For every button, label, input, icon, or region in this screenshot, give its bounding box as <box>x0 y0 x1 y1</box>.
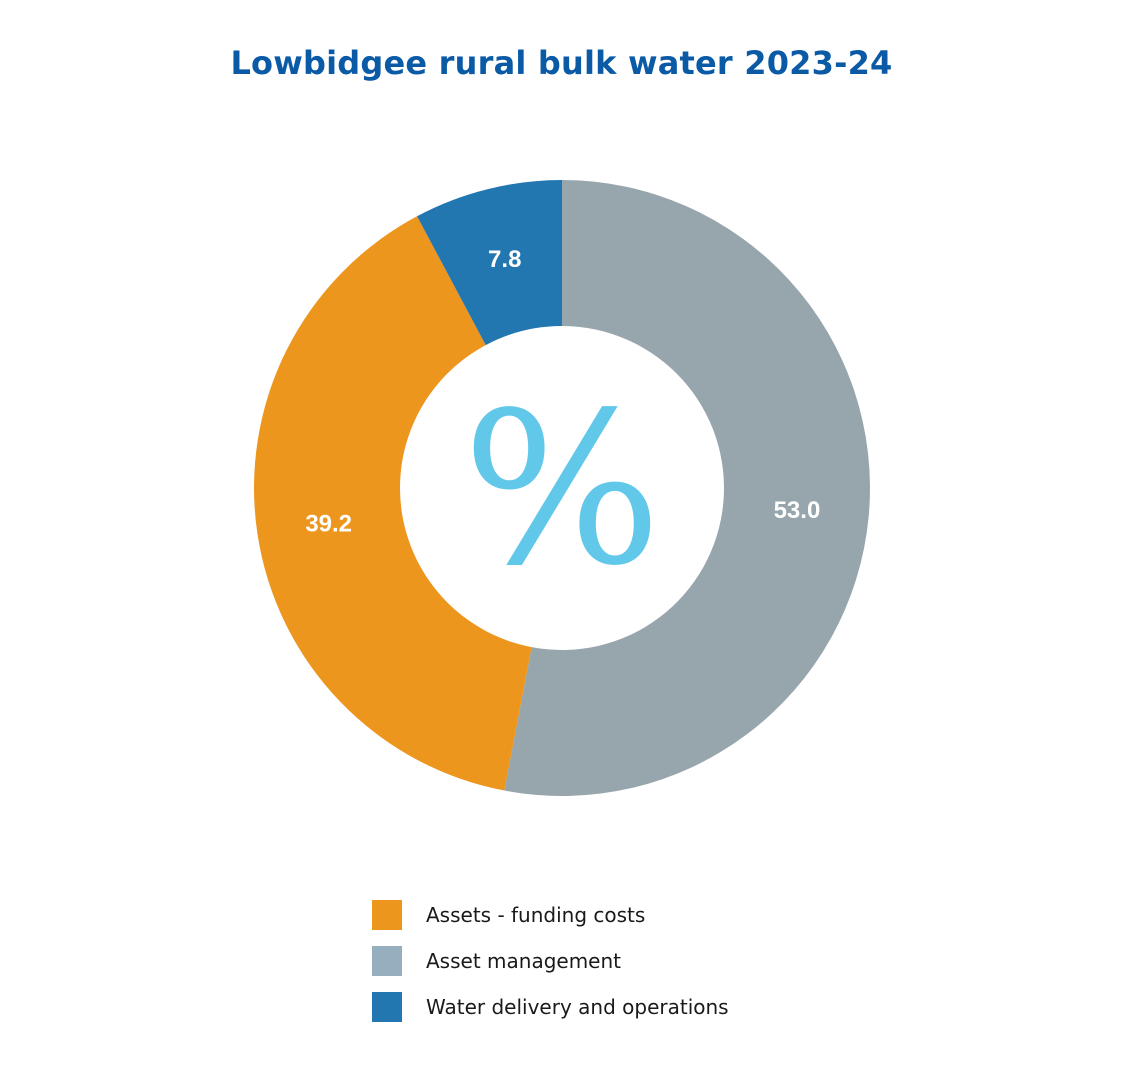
legend-item-water-delivery-and-operations: Water delivery and operations <box>372 992 729 1022</box>
donut-chart: 53.0 39.2 7.8 % <box>254 180 870 796</box>
donut-slice-labels: 53.0 39.2 7.8 <box>305 246 820 537</box>
legend-item-assets-funding-costs: Assets - funding costs <box>372 900 729 930</box>
legend-label: Assets - funding costs <box>426 903 646 927</box>
legend-swatch <box>372 900 402 930</box>
legend-item-asset-management: Asset management <box>372 946 729 976</box>
slice-value-label: 7.8 <box>488 246 521 273</box>
chart-title: Lowbidgee rural bulk water 2023-24 <box>230 44 893 82</box>
slice-value-label: 39.2 <box>305 510 352 537</box>
legend-swatch <box>372 992 402 1022</box>
legend: Assets - funding costs Asset management … <box>372 900 729 1038</box>
legend-label: Water delivery and operations <box>426 995 729 1019</box>
donut-slices <box>254 180 870 796</box>
legend-label: Asset management <box>426 949 621 973</box>
percent-icon: % <box>462 367 662 612</box>
slice-value-label: 53.0 <box>774 497 821 524</box>
legend-swatch <box>372 946 402 976</box>
donut-slice-assets-funding-costs <box>254 216 532 791</box>
donut-slice-water-delivery-and-operations <box>417 180 562 346</box>
donut-slice-asset-management <box>504 180 870 796</box>
